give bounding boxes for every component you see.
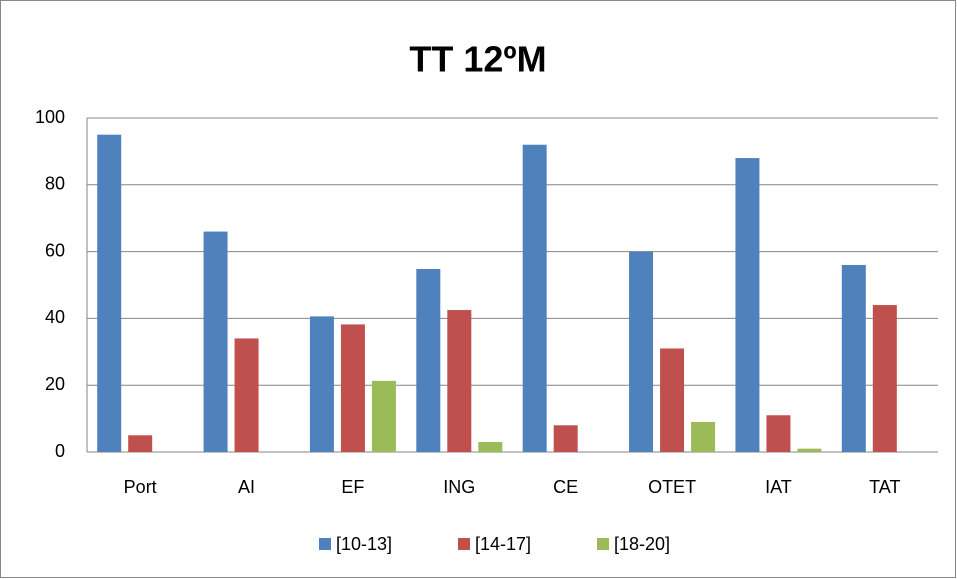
bar (553, 425, 578, 452)
legend-swatch (319, 538, 331, 550)
y-tick-label: 20 (45, 374, 65, 394)
y-tick-label: 0 (55, 441, 65, 461)
x-tick-label: OTET (648, 477, 696, 497)
bar (340, 324, 365, 452)
y-tick-label: 60 (45, 240, 65, 260)
bar (478, 441, 503, 452)
legend-label: [18-20] (614, 534, 670, 554)
legend-swatch (597, 538, 609, 550)
bar (766, 415, 791, 452)
bar (128, 435, 153, 452)
bar (371, 380, 396, 452)
x-tick-label: TAT (869, 477, 900, 497)
bar (309, 316, 334, 452)
x-tick-label: Port (124, 477, 157, 497)
x-tick-label: CE (553, 477, 578, 497)
legend-label: [14-17] (475, 534, 531, 554)
bar (735, 158, 760, 452)
bar (797, 448, 822, 452)
bar (447, 310, 472, 452)
bar (522, 144, 547, 452)
bar (872, 305, 897, 452)
bar (416, 268, 441, 452)
x-tick-label: ING (443, 477, 475, 497)
y-tick-label: 80 (45, 174, 65, 194)
chart-title: TT 12ºM (409, 39, 546, 80)
bar (203, 231, 228, 452)
bar (629, 251, 654, 452)
y-tick-label: 40 (45, 307, 65, 327)
legend-label: [10-13] (336, 534, 392, 554)
x-tick-label: AI (238, 477, 255, 497)
y-tick-label: 100 (35, 107, 65, 127)
x-tick-label: EF (341, 477, 364, 497)
bar (97, 134, 122, 452)
bar (660, 348, 685, 452)
bar (691, 421, 716, 452)
x-tick-label: IAT (765, 477, 792, 497)
legend-swatch (458, 538, 470, 550)
bar (234, 338, 259, 452)
bar (841, 264, 866, 452)
